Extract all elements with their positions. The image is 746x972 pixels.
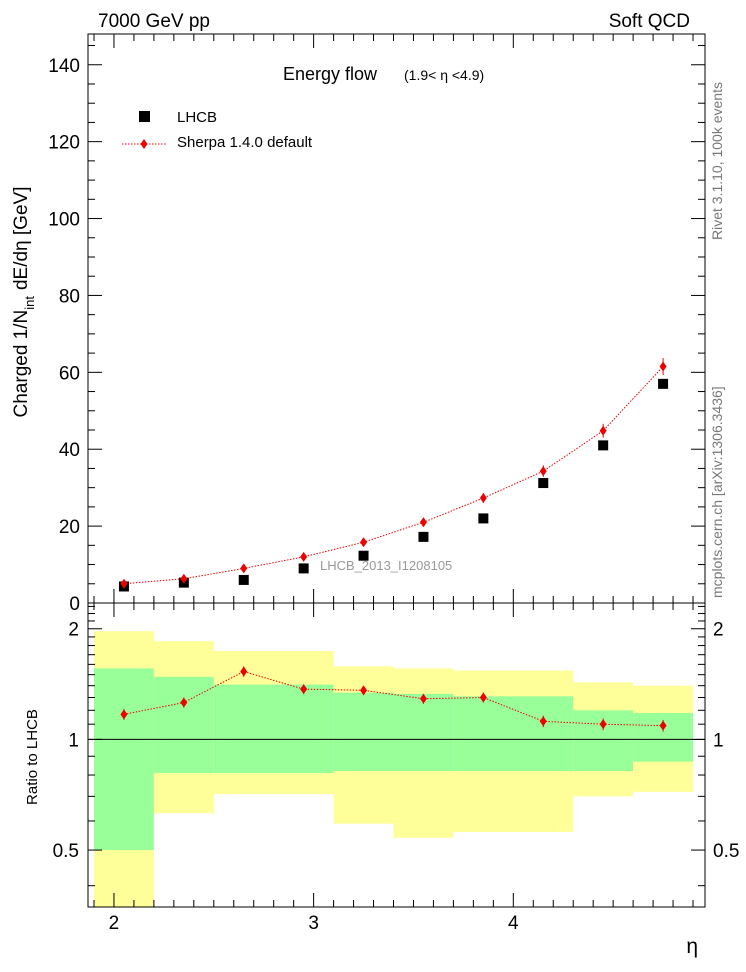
ratio-y-tick-label: 0.5 bbox=[53, 841, 79, 862]
sherpa-point bbox=[180, 573, 188, 584]
lhcb-point bbox=[238, 574, 249, 585]
header-left: 7000 GeV pp bbox=[98, 11, 210, 32]
uncertainty-band-inner bbox=[393, 693, 454, 772]
ratio-point bbox=[300, 684, 308, 695]
lhcb-point bbox=[598, 440, 609, 451]
ratio-y-tick-label: 1 bbox=[68, 730, 79, 751]
legend-label-sherpa: Sherpa 1.4.0 default bbox=[177, 134, 313, 151]
uncertainty-band-inner bbox=[213, 684, 334, 774]
uncertainty-band-inner bbox=[453, 696, 574, 772]
main-series bbox=[118, 358, 669, 592]
sherpa-point bbox=[599, 425, 607, 436]
y-label-sub: int bbox=[22, 296, 37, 310]
sherpa-point bbox=[300, 551, 308, 562]
y-tick-label: 40 bbox=[59, 440, 80, 461]
main-panel: 0 20 40 60 80 100 120 140 LHCB_2013_I1208105 En… bbox=[11, 34, 705, 615]
x-axis-label: η bbox=[686, 935, 698, 958]
sherpa-point bbox=[539, 466, 547, 477]
ratio-frame bbox=[87, 602, 706, 908]
ratio-point bbox=[360, 685, 368, 696]
ratio-point bbox=[659, 720, 667, 731]
y-label-suffix: dE/dη [GeV] bbox=[11, 187, 32, 291]
y-tick-label: 80 bbox=[59, 286, 80, 307]
ratio-ticks: 0.5 0.5 1 1 2 2 2 3 4 bbox=[53, 603, 739, 934]
analysis-watermark: LHCB_2013_I1208105 bbox=[320, 558, 452, 573]
sherpa-point bbox=[360, 537, 368, 548]
ratio-y-tick-label-right: 2 bbox=[713, 620, 724, 641]
legend-marker-lhcb bbox=[139, 111, 150, 122]
x-tick-label: 4 bbox=[508, 913, 519, 934]
legend-marker-sherpa bbox=[140, 139, 148, 149]
lhcb-point bbox=[538, 478, 549, 489]
ratio-series bbox=[120, 666, 667, 732]
y-tick-label: 100 bbox=[48, 210, 80, 231]
legend-label-lhcb: LHCB bbox=[177, 109, 217, 126]
svg-text:Charged 1/NintdE/dη [GeV]: Charged 1/Nint dE/dη [GeV] bbox=[11, 187, 37, 418]
ratio-y-tick-label-right: 0.5 bbox=[713, 841, 739, 862]
rivet-version-text: Rivet 3.1.10, 100k events bbox=[709, 82, 725, 240]
chart-title: Energy flow bbox=[283, 64, 378, 84]
y-tick-label: 140 bbox=[48, 56, 80, 77]
lhcb-point bbox=[478, 513, 489, 524]
sherpa-point bbox=[240, 563, 248, 574]
y-tick-label: 60 bbox=[59, 363, 80, 384]
lhcb-point bbox=[358, 550, 369, 561]
y-tick-label: 0 bbox=[69, 594, 80, 615]
ratio-panel: 0.5 0.5 1 1 2 2 2 3 4 Ratio to LHCB η bbox=[24, 603, 739, 958]
main-y-label: Charged 1/Nint dE/dη [GeV] bbox=[11, 187, 37, 418]
header-right: Soft QCD bbox=[609, 11, 690, 32]
sherpa-point bbox=[659, 361, 667, 372]
ratio-point bbox=[419, 693, 427, 704]
lhcb-point bbox=[418, 531, 429, 542]
lhcb-point bbox=[658, 378, 669, 389]
uncertainty-band-inner bbox=[333, 692, 394, 772]
ratio-point bbox=[539, 716, 547, 727]
y-tick-label: 120 bbox=[48, 133, 80, 154]
lhcb-point bbox=[298, 563, 309, 574]
y-tick-label: 20 bbox=[59, 517, 80, 538]
chart-title-range: (1.9< η <4.9) bbox=[404, 67, 484, 83]
uncertainty-band-inner bbox=[153, 676, 214, 774]
sherpa-line bbox=[123, 366, 664, 585]
ratio-sherpa-line bbox=[123, 670, 664, 727]
ratio-point bbox=[599, 719, 607, 730]
uncertainty-band-inner bbox=[93, 668, 154, 851]
ratio-point bbox=[120, 709, 128, 720]
sherpa-point bbox=[120, 578, 128, 589]
ratio-point bbox=[180, 697, 188, 708]
legend: LHCB Sherpa 1.4.0 default bbox=[122, 109, 313, 151]
ratio-bands bbox=[88, 631, 705, 907]
ratio-point bbox=[240, 666, 248, 677]
ratio-y-tick-label: 2 bbox=[68, 620, 79, 641]
ratio-y-label: Ratio to LHCB bbox=[24, 709, 41, 805]
x-tick-label: 3 bbox=[308, 913, 319, 934]
ratio-y-tick-label-right: 1 bbox=[713, 730, 724, 751]
sherpa-point bbox=[479, 493, 487, 504]
mcplots-source-text: mcplots.cern.ch [arXiv:1306.3436] bbox=[709, 386, 725, 598]
main-y-ticks: 0 20 40 60 80 100 120 140 bbox=[48, 34, 705, 615]
sherpa-point bbox=[419, 517, 427, 528]
ratio-point bbox=[479, 692, 487, 703]
y-label-prefix: Charged 1/N bbox=[11, 310, 32, 418]
x-tick-label: 2 bbox=[109, 913, 120, 934]
